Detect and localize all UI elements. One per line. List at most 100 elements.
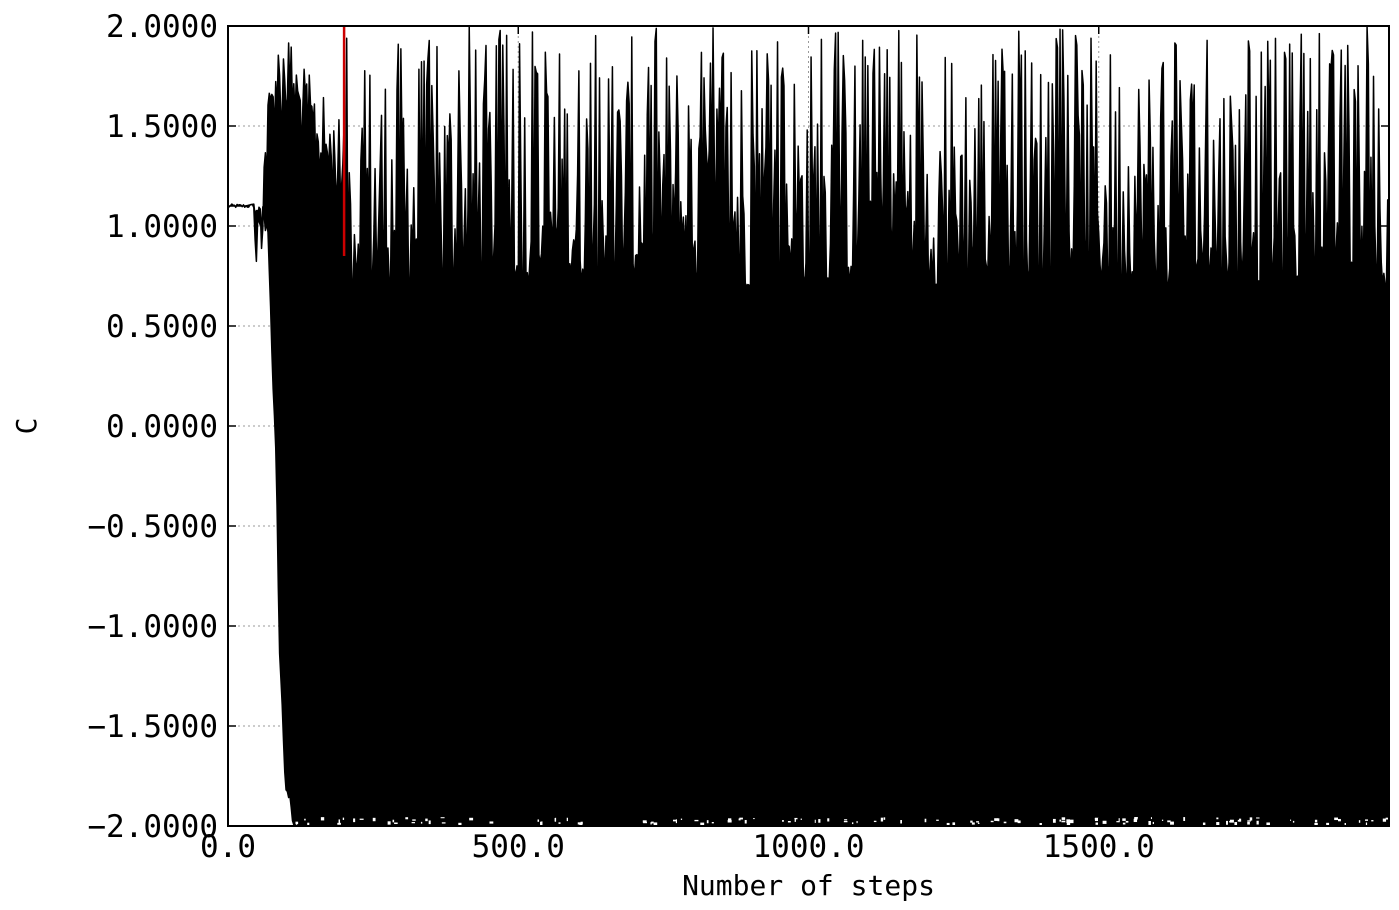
series-texture-speck: [970, 820, 973, 823]
series-texture-speck: [1122, 822, 1126, 825]
series-texture-speck: [880, 817, 884, 822]
series-texture-speck: [1202, 822, 1206, 826]
series-texture-speck: [1334, 817, 1338, 821]
x-axis-ticks: 0.0 500.0 1000.0 1500.0: [200, 26, 1155, 865]
series-texture-speck: [1094, 817, 1097, 820]
series-texture-speck: [1069, 819, 1074, 824]
series-texture-speck: [566, 817, 568, 822]
series-texture-speck: [1385, 817, 1389, 820]
series-texture-speck: [1216, 822, 1220, 826]
series-texture-speck: [1290, 819, 1292, 821]
series-texture-speck: [320, 817, 325, 821]
y-axis-ticks: 2.0000 1.5000 1.0000 0.5000 0.0000 −0.5000 −1.…: [87, 9, 1389, 845]
series-texture-speck: [883, 817, 886, 820]
series-texture-speck: [1161, 819, 1164, 821]
series-texture-speck: [924, 818, 927, 823]
series-texture-speck: [952, 822, 956, 826]
series-texture-speck: [307, 822, 310, 826]
series-texture-speck: [440, 817, 445, 819]
series-texture-speck: [1134, 817, 1138, 820]
series-texture-speck: [1125, 820, 1129, 823]
series-texture-speck: [1371, 820, 1374, 822]
series-texture-speck: [458, 822, 462, 826]
series-texture-speck: [338, 819, 341, 824]
series-texture-speck: [577, 822, 581, 825]
series-texture-speck: [814, 819, 816, 823]
series-texture-speck: [650, 822, 652, 825]
series-texture-speck: [744, 819, 747, 824]
series-texture-speck: [554, 817, 557, 822]
series-texture-speck: [359, 818, 364, 820]
series-texture-speck: [337, 822, 341, 825]
y-tick-label: −1.0000: [87, 609, 218, 645]
series-texture-speck: [1314, 819, 1318, 823]
series-texture-speck: [900, 820, 902, 824]
y-axis-label: C: [10, 418, 43, 435]
series-texture-speck: [295, 821, 299, 825]
series-texture-speck: [1003, 821, 1007, 824]
series-texture-speck: [1365, 819, 1368, 821]
series-texture-speck: [1249, 817, 1253, 821]
series-texture-speck: [990, 820, 994, 823]
series-texture-speck: [1256, 817, 1260, 819]
series-texture-speck: [711, 822, 714, 824]
series-texture-speck: [643, 821, 647, 824]
x-tick-label: 1000.0: [753, 829, 865, 865]
series-texture-speck: [469, 817, 474, 821]
series-texture-speck: [1266, 822, 1270, 826]
series-texture-speck: [1338, 818, 1341, 822]
series-texture-speck: [653, 822, 658, 826]
series-texture-speck: [489, 821, 494, 824]
series-texture-speck: [1067, 820, 1070, 823]
series-texture-speck: [412, 819, 416, 821]
series-texture-speck: [411, 822, 415, 824]
series-texture-speck: [1382, 818, 1387, 822]
series-texture-speck: [946, 822, 950, 826]
y-tick-label: −1.5000: [87, 709, 218, 745]
series-texture-speck: [672, 819, 677, 822]
series-texture-speck: [428, 820, 431, 825]
series-texture-speck: [844, 819, 848, 821]
series-texture-speck: [342, 817, 345, 820]
series-texture-speck: [1102, 820, 1107, 824]
series-texture-speck: [794, 818, 796, 822]
series-texture-speck: [1095, 822, 1099, 825]
y-tick-label: 1.5000: [106, 109, 218, 145]
series-texture-speck: [843, 821, 848, 823]
series-texture-speck: [1052, 818, 1056, 823]
series-texture-speck: [1118, 818, 1120, 823]
series-texture-speck: [794, 817, 798, 820]
series-texture-speck: [738, 818, 741, 821]
series-texture-speck: [1226, 820, 1228, 825]
series-texture-speck: [405, 817, 409, 820]
series-texture-speck: [1148, 820, 1151, 825]
series-texture-speck: [977, 822, 980, 824]
series-texture-speck: [420, 821, 423, 824]
series-texture-speck: [997, 818, 1000, 822]
series-texture-speck: [1061, 820, 1066, 823]
series-texture-speck: [304, 818, 306, 821]
series-texture-speck: [739, 817, 743, 820]
series-texture-speck: [579, 822, 583, 826]
series-texture-speck: [441, 822, 446, 824]
series-texture-speck: [387, 821, 391, 825]
series-line-main: [228, 26, 1389, 826]
series-texture-speck: [1150, 817, 1152, 820]
series-texture-speck: [425, 818, 428, 822]
series-texture-speck: [1216, 817, 1219, 820]
series-texture-speck: [727, 818, 732, 822]
series-texture-speck: [558, 822, 561, 824]
series-texture-speck: [818, 819, 821, 823]
series-texture-speck: [1170, 821, 1174, 825]
series-texture-speck: [1229, 819, 1234, 823]
series-texture-speck: [1256, 820, 1259, 825]
series-marks: [228, 26, 1389, 826]
series-texture-speck: [856, 820, 858, 824]
series-texture-speck: [694, 819, 699, 822]
y-tick-label: 0.5000: [106, 309, 218, 345]
series-texture-speck: [1247, 820, 1251, 822]
series-texture-speck: [787, 820, 791, 823]
series-texture-speck: [1061, 817, 1066, 820]
series-texture-speck: [1014, 819, 1019, 823]
